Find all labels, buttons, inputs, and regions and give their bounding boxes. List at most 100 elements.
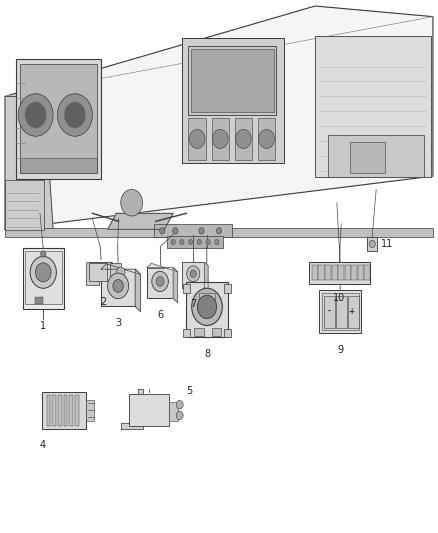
Bar [336, 296, 347, 328]
Circle shape [30, 256, 57, 288]
Circle shape [176, 400, 183, 409]
Bar [258, 118, 276, 160]
Bar [86, 262, 99, 285]
Circle shape [121, 189, 143, 216]
Circle shape [259, 130, 275, 149]
Text: 6: 6 [157, 310, 163, 320]
Circle shape [173, 228, 178, 234]
Bar [224, 329, 231, 337]
Text: 4: 4 [40, 440, 46, 450]
Bar [35, 297, 42, 304]
Text: 5: 5 [186, 386, 193, 397]
Circle shape [57, 94, 92, 136]
Bar [89, 263, 107, 281]
Circle shape [198, 295, 217, 319]
Circle shape [180, 239, 184, 245]
Circle shape [41, 251, 46, 257]
Circle shape [176, 411, 183, 419]
Bar [345, 265, 350, 280]
Bar [64, 395, 67, 426]
Bar [312, 265, 318, 280]
Bar [182, 262, 205, 288]
Bar [188, 46, 276, 115]
Bar [338, 265, 344, 280]
Circle shape [152, 271, 168, 292]
Circle shape [18, 94, 53, 136]
Bar [357, 265, 364, 280]
Bar [5, 180, 44, 230]
Circle shape [212, 130, 228, 149]
Bar [58, 395, 62, 426]
Bar [328, 135, 424, 177]
Text: 8: 8 [204, 349, 210, 359]
Bar [52, 395, 56, 426]
Bar [110, 263, 121, 277]
Bar [367, 237, 377, 251]
Circle shape [64, 102, 86, 128]
Polygon shape [205, 262, 208, 291]
Circle shape [192, 288, 222, 326]
Circle shape [108, 273, 129, 298]
Bar [166, 236, 223, 248]
Bar [348, 296, 359, 328]
Text: +: + [348, 307, 354, 316]
Bar [147, 268, 173, 298]
Bar [20, 158, 97, 173]
Text: 9: 9 [337, 345, 343, 354]
Bar [16, 59, 101, 179]
Bar [212, 118, 229, 160]
Bar [188, 118, 206, 160]
Bar [90, 262, 112, 280]
Text: -: - [328, 307, 331, 316]
Circle shape [216, 228, 222, 234]
Bar [46, 395, 50, 426]
Circle shape [156, 277, 164, 286]
Bar [325, 265, 331, 280]
Bar [319, 290, 361, 333]
Polygon shape [147, 263, 177, 272]
Text: 3: 3 [115, 318, 121, 328]
Bar [75, 395, 79, 426]
Circle shape [215, 239, 219, 245]
Text: 7: 7 [190, 300, 196, 310]
Bar [25, 251, 62, 304]
Bar [183, 329, 190, 337]
Polygon shape [173, 268, 177, 303]
Polygon shape [121, 389, 143, 429]
Circle shape [206, 239, 210, 245]
Bar [130, 394, 169, 426]
Bar [364, 265, 370, 280]
Bar [20, 64, 97, 173]
Bar [169, 402, 178, 421]
Circle shape [190, 270, 196, 278]
Circle shape [35, 263, 51, 282]
Circle shape [197, 239, 201, 245]
Bar [5, 228, 433, 237]
Bar [69, 395, 73, 426]
Bar [182, 38, 285, 163]
Bar [194, 328, 204, 336]
Bar [212, 328, 221, 336]
Bar [183, 284, 190, 293]
Circle shape [171, 239, 175, 245]
Bar [321, 293, 359, 330]
Bar [199, 293, 215, 300]
Circle shape [113, 279, 124, 292]
Circle shape [236, 130, 251, 149]
Polygon shape [135, 269, 141, 312]
Polygon shape [101, 264, 141, 274]
Polygon shape [5, 6, 433, 229]
Bar [191, 49, 274, 112]
Bar [350, 142, 385, 173]
Bar [224, 284, 231, 293]
Bar [186, 282, 228, 337]
Bar [101, 269, 135, 306]
Bar [351, 265, 357, 280]
Bar [308, 262, 370, 284]
Circle shape [188, 239, 193, 245]
Bar [324, 296, 335, 328]
Circle shape [25, 102, 46, 128]
Text: 2: 2 [100, 297, 106, 307]
Bar [153, 224, 232, 237]
Bar [22, 248, 64, 309]
